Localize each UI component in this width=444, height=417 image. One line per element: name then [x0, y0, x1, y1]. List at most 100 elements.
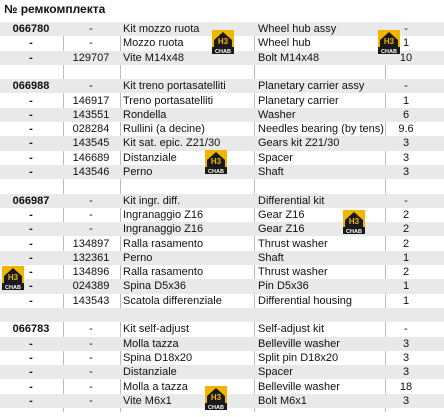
table-cell: Vite M14x48	[123, 51, 184, 64]
table-cell: Treno portasatelliti	[123, 94, 214, 107]
table-cell: Differential kit	[258, 194, 325, 207]
table-cell: Shaft	[258, 251, 284, 264]
table-cell: Vite M6x1	[123, 394, 172, 407]
table-cell: Molla a tazza	[123, 380, 188, 393]
table-row	[0, 179, 444, 193]
table-row: - 143545 Kit sat. epic. Z21/30 Gears kit Z2…	[0, 136, 444, 151]
table-cell: -	[29, 366, 33, 379]
table-cell: Ralla rasamento	[123, 237, 204, 250]
badge-caption: CHAB	[5, 285, 21, 290]
table-cell: Gear Z16	[258, 208, 305, 221]
table-cell: -	[89, 337, 93, 350]
table-row: - - Molla tazza Belleville washer 3	[0, 336, 444, 351]
table-row	[0, 308, 444, 323]
column-divider	[385, 22, 386, 412]
table-cell: Ingranaggio Z16	[123, 223, 204, 236]
table-cell: -	[29, 351, 33, 364]
table-cell: -	[89, 394, 93, 407]
table-cell: 3	[402, 137, 410, 150]
table-cell: 143546	[72, 166, 110, 178]
table-cell: Scatola differenziale	[123, 294, 222, 307]
table-cell: -	[29, 51, 33, 64]
table-cell: 066987	[12, 194, 50, 207]
table-row: - 024389 Spina D5x36 Pin D5x36 1	[0, 279, 444, 294]
badge-icon: H3 CHAB	[2, 266, 24, 291]
table-cell: 1	[402, 37, 410, 50]
table-cell: -	[29, 166, 33, 178]
table-cell: -	[89, 366, 93, 379]
table-cell: 066783	[12, 323, 50, 336]
table-cell: Belleville washer	[258, 380, 340, 393]
table-cell: Perno	[123, 166, 153, 178]
table-cell: Pin D5x36	[258, 280, 309, 293]
table-cell: 3	[402, 166, 410, 178]
table-cell: 146917	[72, 94, 110, 107]
table-cell: -	[29, 37, 33, 50]
table-cell: 1	[402, 94, 410, 107]
badge-caption: CHAB	[381, 49, 397, 54]
table-cell: 066780	[12, 23, 50, 35]
table-cell: -	[29, 94, 33, 107]
table-cell: Shaft	[258, 166, 284, 178]
table-cell: Planetary carrier assy	[258, 80, 365, 93]
badge-graphic: H3 CHAB	[205, 386, 227, 411]
table-cell: 9.6	[398, 123, 414, 136]
table-cell: Kit ingr. diff.	[123, 194, 181, 207]
badge-caption: CHAB	[208, 169, 224, 174]
badge-caption: CHAB	[346, 229, 362, 234]
table-cell: Gear Z16	[258, 223, 305, 236]
table-row: - - Ingranaggio Z16 Gear Z16 2	[0, 222, 444, 237]
table-row: - - Ingranaggio Z16 Gear Z16 2	[0, 208, 444, 222]
table-cell: 1	[402, 251, 410, 264]
table-cell: 066988	[12, 80, 50, 93]
title: № ремкомплекта	[4, 2, 106, 16]
table-cell: -	[89, 223, 93, 236]
table-cell: Planetary carrier	[258, 94, 339, 107]
badge-graphic: H3 CHAB	[378, 30, 400, 55]
badge-graphic: H3 CHAB	[212, 30, 234, 55]
table-row: - 134896 Ralla rasamento Thrust washer 2	[0, 265, 444, 279]
badge-icon: H3 CHAB	[205, 386, 227, 411]
table-cell: Wheel hub assy	[258, 23, 337, 35]
table-cell: 024389	[72, 280, 110, 293]
table-cell: Washer	[258, 108, 296, 121]
table-cell: Mozzo ruota	[123, 37, 184, 50]
table-cell: Spacer	[258, 151, 293, 164]
table-cell: Rondella	[123, 108, 167, 121]
table-cell: 3	[402, 351, 410, 364]
table-cell: Bolt M14x48	[258, 51, 320, 64]
badge-icon: H3 CHAB	[343, 210, 365, 235]
table-cell: 1	[402, 280, 410, 293]
table-cell: -	[29, 137, 33, 150]
table-cell: -	[29, 237, 33, 250]
table-cell: Spina D5x36	[123, 280, 186, 293]
column-divider	[63, 22, 64, 412]
table-row: - 134897 Ralla rasamento Thrust washer 2	[0, 237, 444, 251]
table-cell: -	[404, 323, 408, 336]
table-row: - - Mozzo ruota Wheel hub 1	[0, 36, 444, 50]
table-cell: 134897	[72, 237, 110, 250]
table-cell: 18	[399, 380, 413, 393]
table-row: 066780 - Kit mozzo ruota Wheel hub assy -	[0, 22, 444, 37]
table-cell: 143545	[72, 137, 110, 150]
table-cell: -	[404, 194, 408, 207]
table-cell: Kit self-adjust	[123, 323, 190, 336]
table-row: - 132361 Perno Shaft 1	[0, 250, 444, 266]
table-cell: Wheel hub	[258, 37, 311, 50]
badge-label: H3	[8, 273, 19, 282]
table-cell: -	[89, 23, 93, 35]
table-cell: -	[89, 323, 93, 336]
badge-label: H3	[349, 217, 360, 226]
table-row: - 146917 Treno portasatelliti Planetary car…	[0, 94, 444, 108]
table-cell: 028284	[72, 123, 110, 136]
table-cell: -	[29, 380, 33, 393]
table-row: - - Molla a tazza Belleville washer 18	[0, 380, 444, 394]
table-cell: Kit treno portasatelliti	[123, 80, 226, 93]
table-cell: 2	[402, 208, 410, 221]
table-cell: Molla tazza	[123, 337, 179, 350]
table-row: - - Spina D18x20 Split pin D18x20 3	[0, 351, 444, 365]
table-cell: -	[29, 151, 33, 164]
badge-label: H3	[384, 37, 395, 46]
badge-graphic: H3 CHAB	[205, 150, 227, 175]
